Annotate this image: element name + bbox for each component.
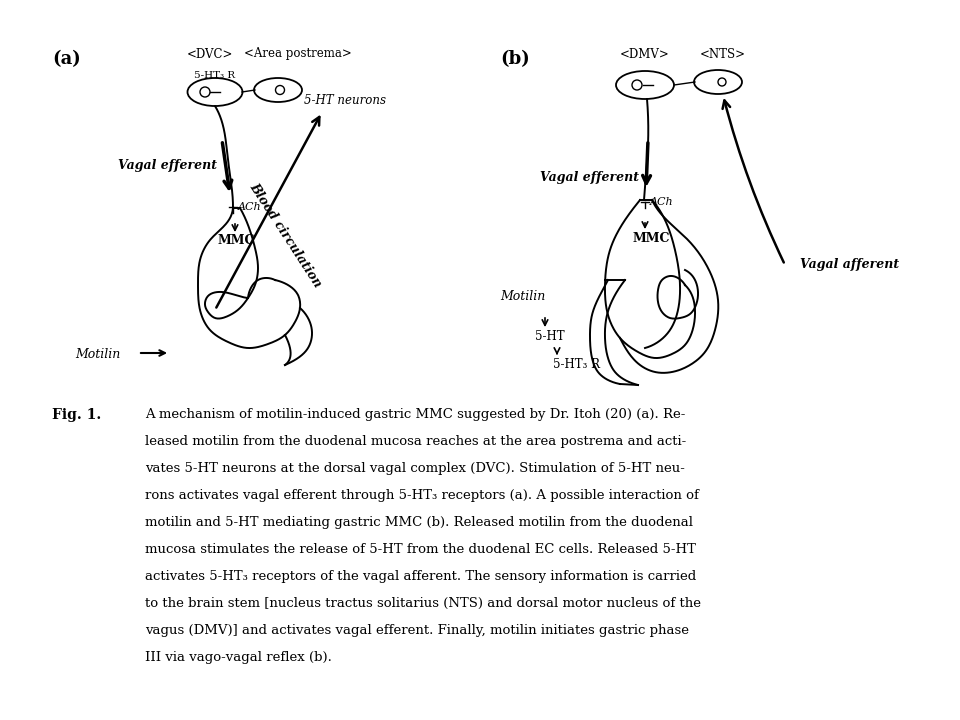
Text: 5-HT₃ R: 5-HT₃ R (553, 358, 600, 371)
Text: Blood circulation: Blood circulation (247, 180, 324, 289)
Text: activates 5-HT₃ receptors of the vagal afferent. The sensory information is carr: activates 5-HT₃ receptors of the vagal a… (145, 570, 696, 583)
Text: mucosa stimulates the release of 5-HT from the duodenal EC cells. Released 5-HT: mucosa stimulates the release of 5-HT fr… (145, 543, 696, 556)
Text: ACh: ACh (238, 202, 262, 212)
Text: rons activates vagal efferent through 5-HT₃ receptors (a). A possible interactio: rons activates vagal efferent through 5-… (145, 489, 699, 502)
Text: <DVC>: <DVC> (187, 48, 233, 61)
Text: MMC: MMC (633, 232, 670, 245)
Text: 5-HT neurons: 5-HT neurons (304, 94, 386, 107)
Text: A mechanism of motilin-induced gastric MMC suggested by Dr. Itoh (20) (a). Re-: A mechanism of motilin-induced gastric M… (145, 408, 685, 421)
Text: <NTS>: <NTS> (700, 48, 746, 61)
Text: ACh: ACh (650, 197, 674, 207)
Text: Motilin: Motilin (500, 290, 545, 303)
Text: vagus (DMV)] and activates vagal efferent. Finally, motilin initiates gastric ph: vagus (DMV)] and activates vagal efferen… (145, 624, 689, 637)
Text: vates 5-HT neurons at the dorsal vagal complex (DVC). Stimulation of 5-HT neu-: vates 5-HT neurons at the dorsal vagal c… (145, 462, 684, 475)
Text: motilin and 5-HT mediating gastric MMC (b). Released motilin from the duodenal: motilin and 5-HT mediating gastric MMC (… (145, 516, 693, 529)
Text: (b): (b) (500, 50, 530, 68)
Text: Vagal efferent: Vagal efferent (118, 158, 217, 171)
Text: Vagal efferent: Vagal efferent (540, 171, 639, 184)
Text: Vagal afferent: Vagal afferent (800, 258, 900, 271)
Text: to the brain stem [nucleus tractus solitarius (NTS) and dorsal motor nucleus of : to the brain stem [nucleus tractus solit… (145, 597, 701, 610)
Text: MMC: MMC (218, 234, 255, 247)
Text: leased motilin from the duodenal mucosa reaches at the area postrema and acti-: leased motilin from the duodenal mucosa … (145, 435, 686, 448)
Text: 5-HT₃ R: 5-HT₃ R (195, 71, 235, 80)
Text: III via vago-vagal reflex (b).: III via vago-vagal reflex (b). (145, 651, 332, 664)
Text: (a): (a) (52, 50, 81, 68)
Text: <DMV>: <DMV> (620, 48, 670, 61)
Text: <Area postrema>: <Area postrema> (244, 47, 352, 60)
Text: Motilin: Motilin (75, 348, 120, 361)
Text: 5-HT: 5-HT (535, 330, 564, 343)
Text: Fig. 1.: Fig. 1. (52, 408, 101, 422)
